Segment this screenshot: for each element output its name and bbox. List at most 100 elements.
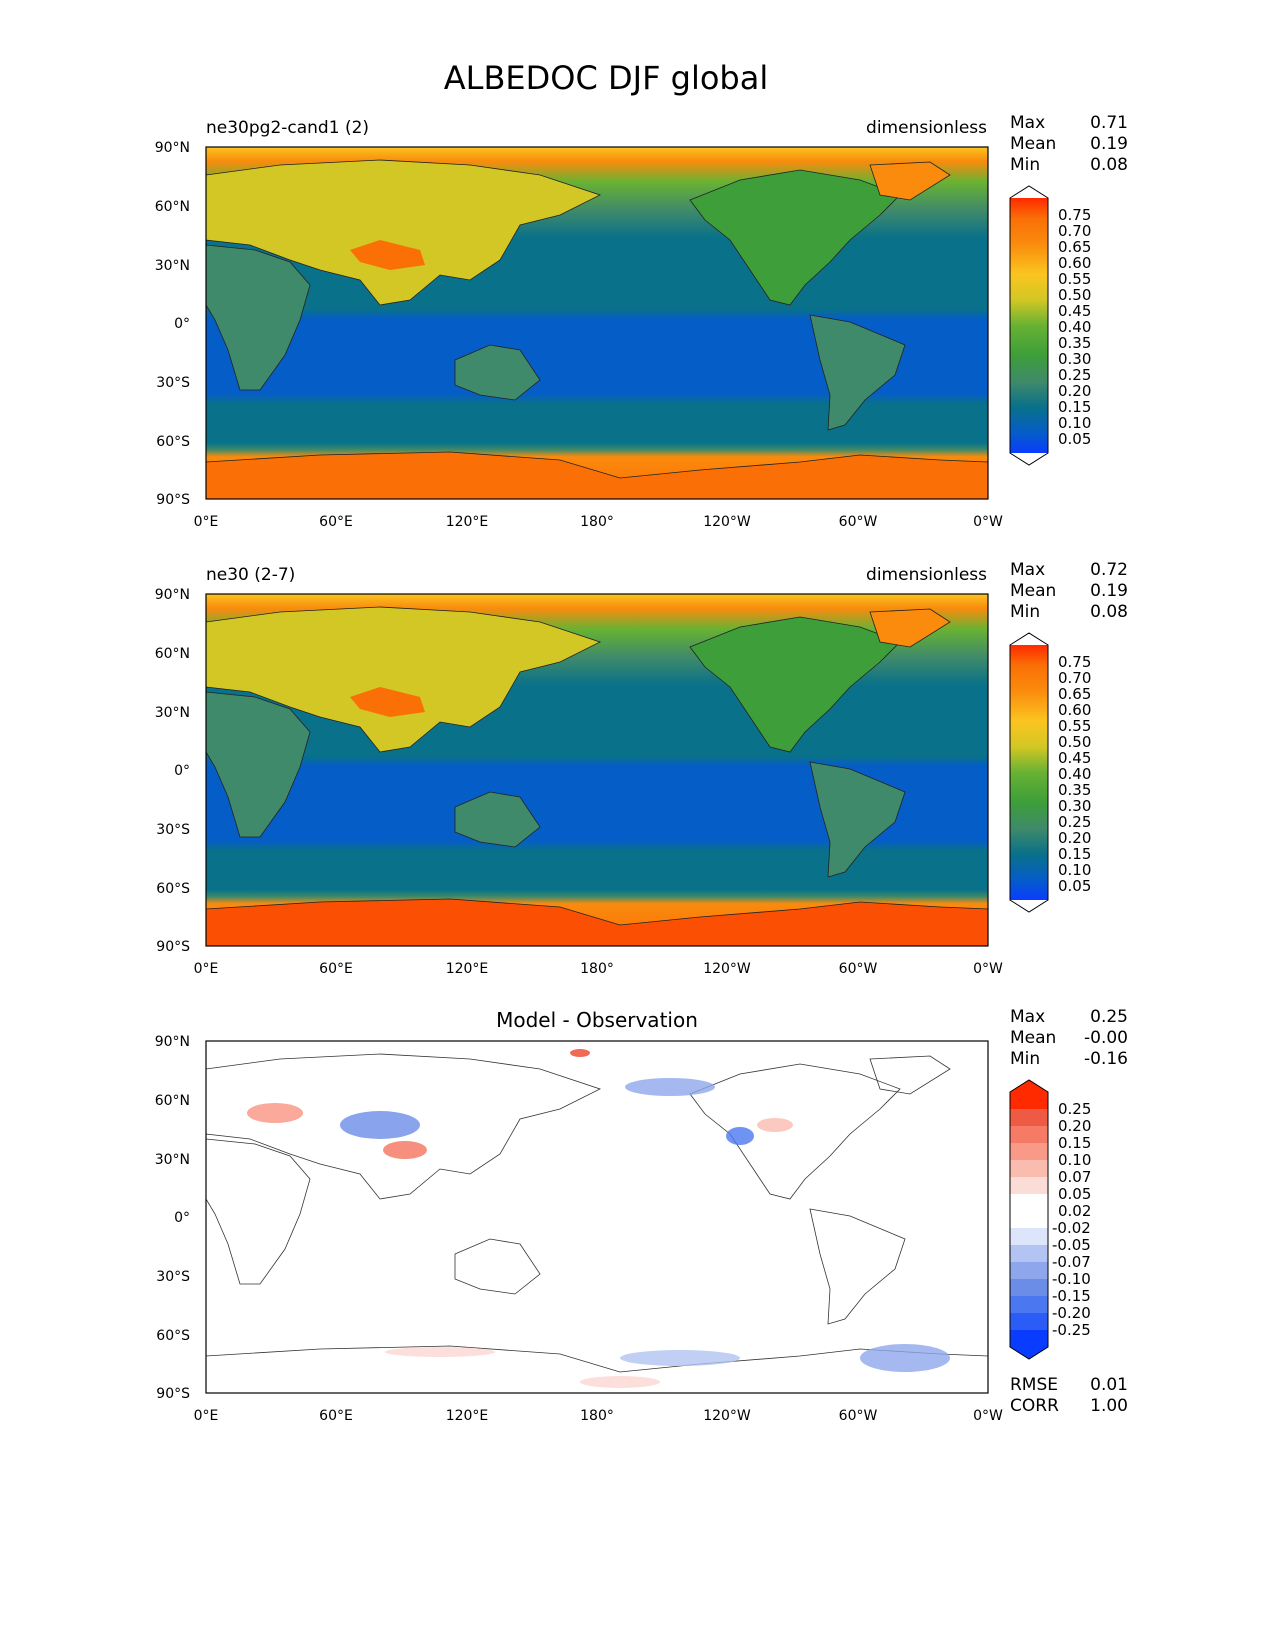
colorbar-label: 0.05	[1058, 430, 1091, 448]
lon-tick-label: 0°E	[194, 961, 219, 977]
lon-tick-labels: 0°E 60°E 120°E 180° 120°W 60°W 0°W	[194, 961, 1003, 977]
lat-tick-label: 30°S	[156, 375, 190, 391]
land-north-america	[689, 169, 901, 306]
colorbar-label: 0.25	[1058, 813, 1091, 831]
colorbar-label: 0.45	[1058, 302, 1091, 320]
stat-value: 0.01	[1090, 1375, 1128, 1395]
colorbar-outline	[1009, 632, 1049, 913]
panel-center-title: Model - Observation	[496, 1008, 698, 1032]
negative-anomaly	[620, 1350, 740, 1366]
lon-tick-label: 120°E	[446, 1408, 489, 1424]
colorbar-band	[1010, 1126, 1048, 1143]
panel-left-title: ne30 (2-7)	[206, 565, 295, 585]
lon-tick-label: 180°	[580, 961, 614, 977]
colorbar-band	[1010, 1177, 1048, 1194]
stat-value: -0.16	[1084, 1049, 1128, 1069]
lon-tick-label: 60°E	[319, 514, 353, 530]
land-greenland	[869, 1055, 951, 1095]
lat-tick-label: 60°S	[156, 881, 190, 897]
colorbar-labels: 0.75 0.70 0.65 0.60 0.55 0.50 0.45 0.40 …	[1058, 206, 1091, 448]
colorbar-label: 0.05	[1058, 1185, 1091, 1203]
lat-tick-label: 90°N	[155, 587, 190, 603]
colorbar-label: 0.30	[1058, 797, 1091, 815]
colorbar-band	[1010, 1262, 1048, 1279]
lat-tick-label: 0°	[174, 316, 190, 332]
stat-label: Mean	[1010, 134, 1056, 154]
colorbar-label: 0.75	[1058, 206, 1091, 224]
stats-block: Max 0.72 Mean 0.19 Min 0.08	[1010, 560, 1128, 622]
positive-anomaly	[383, 1141, 427, 1159]
panel-diff: Model - Observation	[155, 1007, 1128, 1424]
lat-tick-label: 0°	[174, 763, 190, 779]
stat-label: Max	[1010, 560, 1045, 580]
lon-tick-label: 120°W	[703, 961, 751, 977]
stat-label: Min	[1010, 155, 1040, 175]
stat-value: 0.08	[1090, 155, 1128, 175]
lat-tick-label: 60°S	[156, 434, 190, 450]
colorbar-label: -0.07	[1052, 1253, 1091, 1271]
colorbar-label: 0.70	[1058, 669, 1091, 687]
land-greenland	[869, 161, 951, 201]
land-eurasia	[205, 159, 602, 306]
colorbar-gradient	[1010, 645, 1048, 900]
lat-tick-labels: 90°N 60°N 30°N 0° 30°S 60°S 90°S	[155, 587, 190, 955]
colorbar-label: 0.10	[1058, 414, 1091, 432]
map-field	[205, 1041, 989, 1393]
colorbar-band	[1010, 1228, 1048, 1245]
colorbar-label: 0.20	[1058, 1117, 1091, 1135]
colorbar-outline	[1009, 1079, 1049, 1360]
colorbar-label: 0.07	[1058, 1168, 1091, 1186]
colorbar-extend-top	[1010, 1080, 1048, 1092]
colorbar-label: 0.15	[1058, 398, 1091, 416]
lon-tick-label: 0°W	[973, 1408, 1003, 1424]
colorbar-label: 0.35	[1058, 781, 1091, 799]
positive-anomaly	[385, 1347, 495, 1357]
stat-label: Max	[1010, 1007, 1045, 1027]
land-south-america	[809, 761, 906, 878]
colorbar-label: 0.15	[1058, 845, 1091, 863]
colorbar-label: -0.15	[1052, 1287, 1091, 1305]
colorbar-label: 0.15	[1058, 1134, 1091, 1152]
lat-tick-label: 90°S	[156, 939, 190, 955]
colorbar-label: 0.60	[1058, 701, 1091, 719]
colorbar-label: -0.10	[1052, 1270, 1091, 1288]
stat-label: CORR	[1010, 1396, 1059, 1416]
lat-tick-label: 30°N	[155, 705, 190, 721]
land-south-america	[809, 314, 906, 431]
lat-tick-label: 30°S	[156, 1269, 190, 1285]
land-australia	[454, 1238, 541, 1295]
colorbar-band	[1010, 1313, 1048, 1330]
panel-right-title: dimensionless	[866, 565, 987, 585]
lat-tick-labels: 90°N 60°N 30°N 0° 30°S 60°S 90°S	[155, 1034, 190, 1402]
colorbar-extend-bottom	[1010, 1347, 1048, 1359]
colorbar-label: -0.20	[1052, 1304, 1091, 1322]
positive-anomaly	[247, 1103, 303, 1123]
colorbar-label: 0.45	[1058, 749, 1091, 767]
lat-tick-label: 30°N	[155, 258, 190, 274]
lon-tick-label: 60°W	[839, 961, 878, 977]
colorbar-label: 0.70	[1058, 222, 1091, 240]
colorbar-label: 0.25	[1058, 1100, 1091, 1118]
figure-title: ALBEDOC DJF global	[444, 59, 768, 97]
panel-ref: ne30 (2-7) dimensionless 90°N 60°N 30°N …	[155, 560, 1128, 977]
lat-tick-label: 30°N	[155, 1152, 190, 1168]
panel-test: ne30pg2-cand1 (2) dimensionless 90°N 60°…	[155, 113, 1128, 530]
lat-tick-label: 60°N	[155, 646, 190, 662]
stat-value: 0.71	[1090, 113, 1128, 133]
colorbar-label: 0.40	[1058, 318, 1091, 336]
lon-tick-label: 180°	[580, 514, 614, 530]
positive-anomaly	[580, 1376, 660, 1388]
colorbar-label: 0.05	[1058, 877, 1091, 895]
negative-anomaly	[340, 1111, 420, 1139]
colorbar-gradient	[1010, 198, 1048, 453]
positive-anomaly	[757, 1118, 793, 1132]
lat-tick-label: 90°N	[155, 1034, 190, 1050]
lon-tick-label: 0°W	[973, 961, 1003, 977]
lat-tick-label: 0°	[174, 1210, 190, 1226]
colorbar-label: -0.02	[1052, 1219, 1091, 1237]
lat-tick-label: 90°N	[155, 140, 190, 156]
colorbar-label: 0.55	[1058, 270, 1091, 288]
land-eurasia	[205, 606, 602, 753]
stat-label: Max	[1010, 113, 1045, 133]
